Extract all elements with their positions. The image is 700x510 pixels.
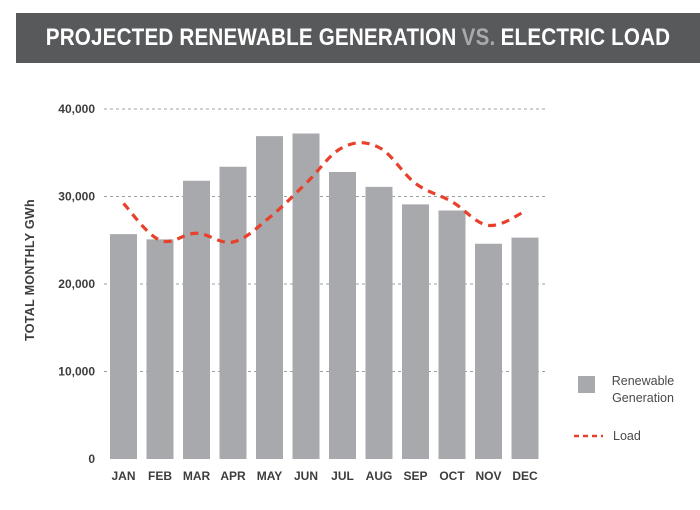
x-tick-label: DEC bbox=[512, 469, 538, 483]
x-tick-label: JUL bbox=[331, 469, 354, 483]
chart-title-main: PROJECTED RENEWABLE GENERATION bbox=[45, 24, 457, 51]
y-tick-label: 20,000 bbox=[58, 277, 95, 291]
x-tick-label: OCT bbox=[439, 469, 465, 483]
bar bbox=[292, 133, 320, 459]
y-tick-label: 0 bbox=[88, 452, 95, 466]
y-tick-label: 40,000 bbox=[58, 102, 95, 116]
legend-swatch-renewable bbox=[578, 376, 595, 393]
x-tick-label: JUN bbox=[294, 469, 318, 483]
x-tick-label: FEB bbox=[148, 469, 172, 483]
legend-label-renewable-line1: Renewable bbox=[612, 374, 675, 388]
x-tick-label: MAY bbox=[257, 469, 283, 483]
chart-title: PROJECTED RENEWABLE GENERATION VS. ELECT… bbox=[46, 13, 670, 63]
bar bbox=[402, 204, 429, 459]
load-line bbox=[122, 141, 526, 245]
bar bbox=[219, 166, 247, 459]
x-tick-label: NOV bbox=[475, 469, 501, 483]
bar bbox=[511, 237, 539, 459]
x-tick-label: SEP bbox=[403, 469, 427, 483]
bar bbox=[183, 180, 210, 459]
legend-label-renewable-line2: Generation bbox=[612, 391, 674, 405]
y-tick-label: 30,000 bbox=[58, 190, 95, 204]
x-tick-label: MAR bbox=[183, 469, 211, 483]
chart-title-end: ELECTRIC LOAD bbox=[500, 24, 671, 51]
bar bbox=[365, 186, 393, 459]
bar bbox=[146, 239, 174, 459]
legend-label-load: Load bbox=[613, 429, 641, 443]
x-tick-label: JAN bbox=[111, 469, 135, 483]
bar bbox=[256, 136, 283, 459]
y-axis-label: TOTAL MONTHLY GWh bbox=[23, 199, 37, 341]
y-tick-label: 10,000 bbox=[58, 365, 95, 379]
title-bar: PROJECTED RENEWABLE GENERATION VS. ELECT… bbox=[16, 13, 700, 63]
bar bbox=[329, 172, 356, 459]
chart-title-vs: VS. bbox=[461, 24, 496, 51]
bar bbox=[438, 210, 466, 459]
x-tick-label: APR bbox=[220, 469, 246, 483]
x-tick-label: AUG bbox=[366, 469, 393, 483]
bar bbox=[475, 243, 502, 459]
bar bbox=[110, 234, 137, 459]
